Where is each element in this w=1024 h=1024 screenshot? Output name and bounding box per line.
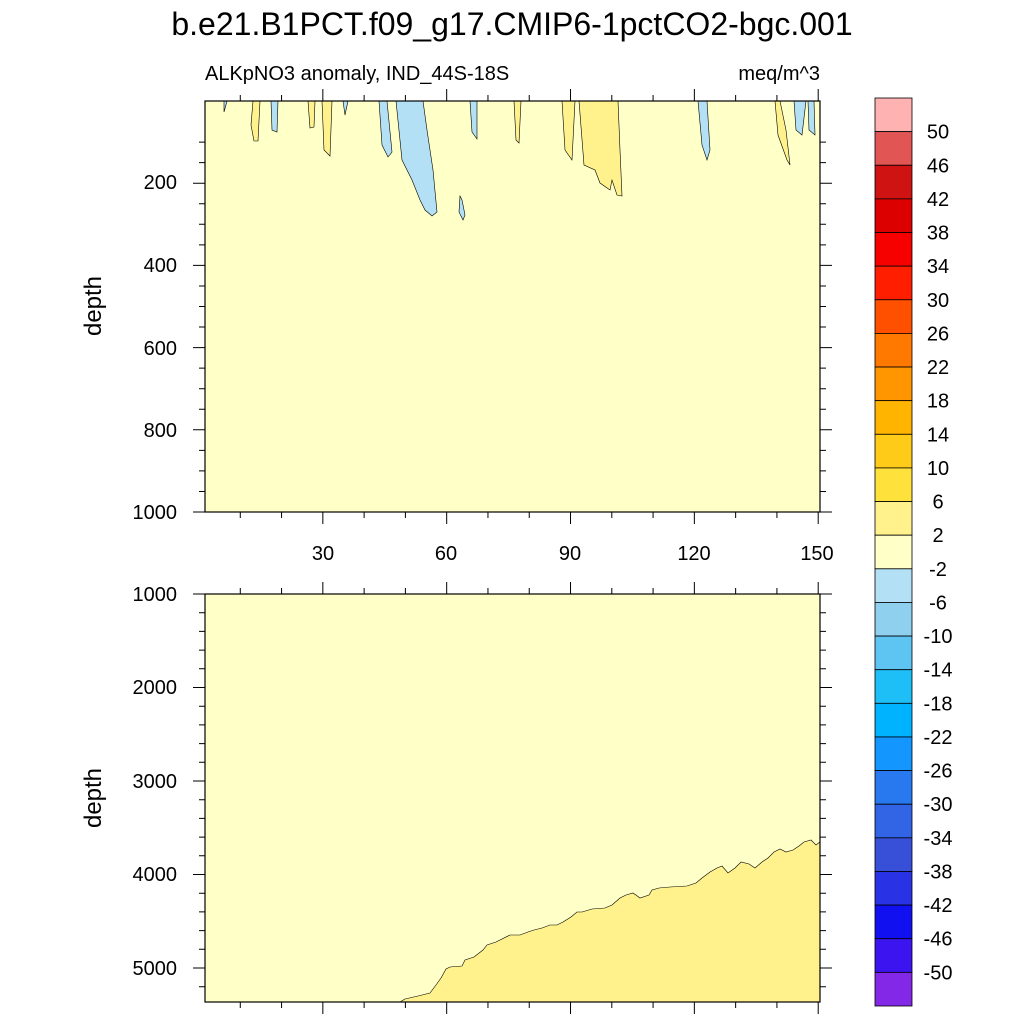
colorbar-label: 30 <box>927 290 949 312</box>
lower-panel: 1000 2000 3000 4000 5000 depth <box>80 582 832 1014</box>
x-tick-label: 120 <box>677 543 710 565</box>
colorbar-swatch <box>874 938 913 973</box>
variable-label: ALKpNO3 anomaly, IND_44S-18S <box>205 63 509 85</box>
colorbar-label: -30 <box>924 794 953 816</box>
chart-title: b.e21.B1PCT.f09_g17.CMIP6-1pctCO2-bgc.00… <box>171 6 852 42</box>
colorbar-swatch <box>874 602 913 637</box>
colorbar-swatch <box>874 568 913 603</box>
colorbar: 50 46 42 38 34 30 26 22 18 14 10 6 2 -2 -6 -10 -14 -18 -22… <box>874 97 953 1007</box>
neg-patch-4 <box>458 194 466 221</box>
colorbar-label: -26 <box>924 761 953 783</box>
x-tick-label: 30 <box>312 543 334 565</box>
upper-background-fill <box>205 101 820 512</box>
colorbar-label: -38 <box>924 861 953 883</box>
upper-positive-contours <box>250 100 791 197</box>
neg-patch-2 <box>270 100 279 133</box>
upper-ticks <box>193 89 832 524</box>
deep-positive-wedge <box>398 839 821 1003</box>
colorbar-swatch <box>874 131 913 166</box>
colorbar-swatch <box>874 366 913 402</box>
upper-y-axis-label: depth <box>80 276 107 336</box>
colorbar-label: 38 <box>927 223 949 245</box>
colorbar-label: 50 <box>927 122 949 144</box>
colorbar-swatch <box>874 837 913 872</box>
upper-y-tick-label: 600 <box>144 338 177 360</box>
colorbar-swatch <box>874 702 913 738</box>
colorbar-swatch <box>874 770 913 805</box>
units-label: meq/m^3 <box>738 63 820 85</box>
colorbar-label: -22 <box>924 727 953 749</box>
upper-y-tick-label: 400 <box>144 255 177 277</box>
colorbar-label: -6 <box>929 592 947 614</box>
colorbar-swatch <box>874 803 913 839</box>
lower-y-tick-label: 2000 <box>133 677 178 699</box>
colorbar-label: -50 <box>924 962 953 984</box>
colorbar-label: 34 <box>927 256 949 278</box>
upper-y-tick-label: 200 <box>144 172 177 194</box>
colorbar-label: 18 <box>927 391 949 413</box>
lower-y-tick-label: 3000 <box>133 771 178 793</box>
upper-panel: 200 400 600 800 1000 depth 30 60 90 120 … <box>80 89 834 565</box>
upper-y-tick-label: 1000 <box>133 502 178 524</box>
lower-y-tick-label: 1000 <box>133 584 178 606</box>
colorbar-label: -34 <box>924 828 953 850</box>
colorbar-swatch <box>874 467 913 502</box>
colorbar-swatch <box>874 97 913 133</box>
colorbar-label: -10 <box>924 626 953 648</box>
lower-y-axis-label: depth <box>80 768 107 828</box>
colorbar-swatch <box>874 534 913 570</box>
colorbar-label: 42 <box>927 189 949 211</box>
colorbar-label: -42 <box>924 895 953 917</box>
colorbar-label: -2 <box>929 559 947 581</box>
colorbar-label: 26 <box>927 323 949 345</box>
colorbar-swatch <box>874 433 913 469</box>
x-tick-label: 60 <box>435 543 457 565</box>
colorbar-swatch <box>874 736 913 771</box>
lower-ticks <box>193 582 832 1014</box>
colorbar-swatch <box>874 871 913 906</box>
colorbar-label: 2 <box>932 525 943 547</box>
x-tick-label: 150 <box>800 543 833 565</box>
colorbar-label: 6 <box>932 492 943 514</box>
colorbar-swatch <box>874 904 913 940</box>
colorbar-label: 10 <box>927 458 949 480</box>
colorbar-swatch <box>874 333 913 368</box>
colorbar-swatch <box>874 265 913 301</box>
colorbar-swatch <box>874 669 913 704</box>
colorbar-swatch <box>874 232 913 267</box>
colorbar-swatch <box>874 198 913 233</box>
x-tick-label: 90 <box>559 543 581 565</box>
colorbar-swatch <box>874 971 913 1007</box>
colorbar-label: 46 <box>927 155 949 177</box>
lower-y-tick-labels: 1000 2000 3000 4000 5000 <box>133 584 178 980</box>
pos-tongue-6 <box>578 100 623 197</box>
colorbar-swatch <box>874 164 913 200</box>
colorbar-swatch <box>874 299 913 334</box>
colorbar-swatch <box>874 400 913 435</box>
upper-y-tick-labels: 200 400 600 800 1000 <box>133 172 178 524</box>
lower-plot-frame <box>204 593 821 1003</box>
neg-plume-2 <box>395 100 438 217</box>
colorbar-label: -46 <box>924 929 953 951</box>
colorbar-label: 22 <box>927 357 949 379</box>
colorbar-label: -18 <box>924 693 953 715</box>
colorbar-label: -14 <box>924 660 953 682</box>
colorbar-label: 14 <box>927 424 949 446</box>
neg-patch-8 <box>807 100 816 136</box>
colorbar-swatch <box>874 501 913 536</box>
lower-y-tick-label: 4000 <box>133 864 178 886</box>
colorbar-swatch <box>874 635 913 671</box>
lower-y-tick-label: 5000 <box>133 958 178 980</box>
x-tick-labels: 30 60 90 120 150 <box>312 543 834 565</box>
upper-y-tick-label: 800 <box>144 420 177 442</box>
